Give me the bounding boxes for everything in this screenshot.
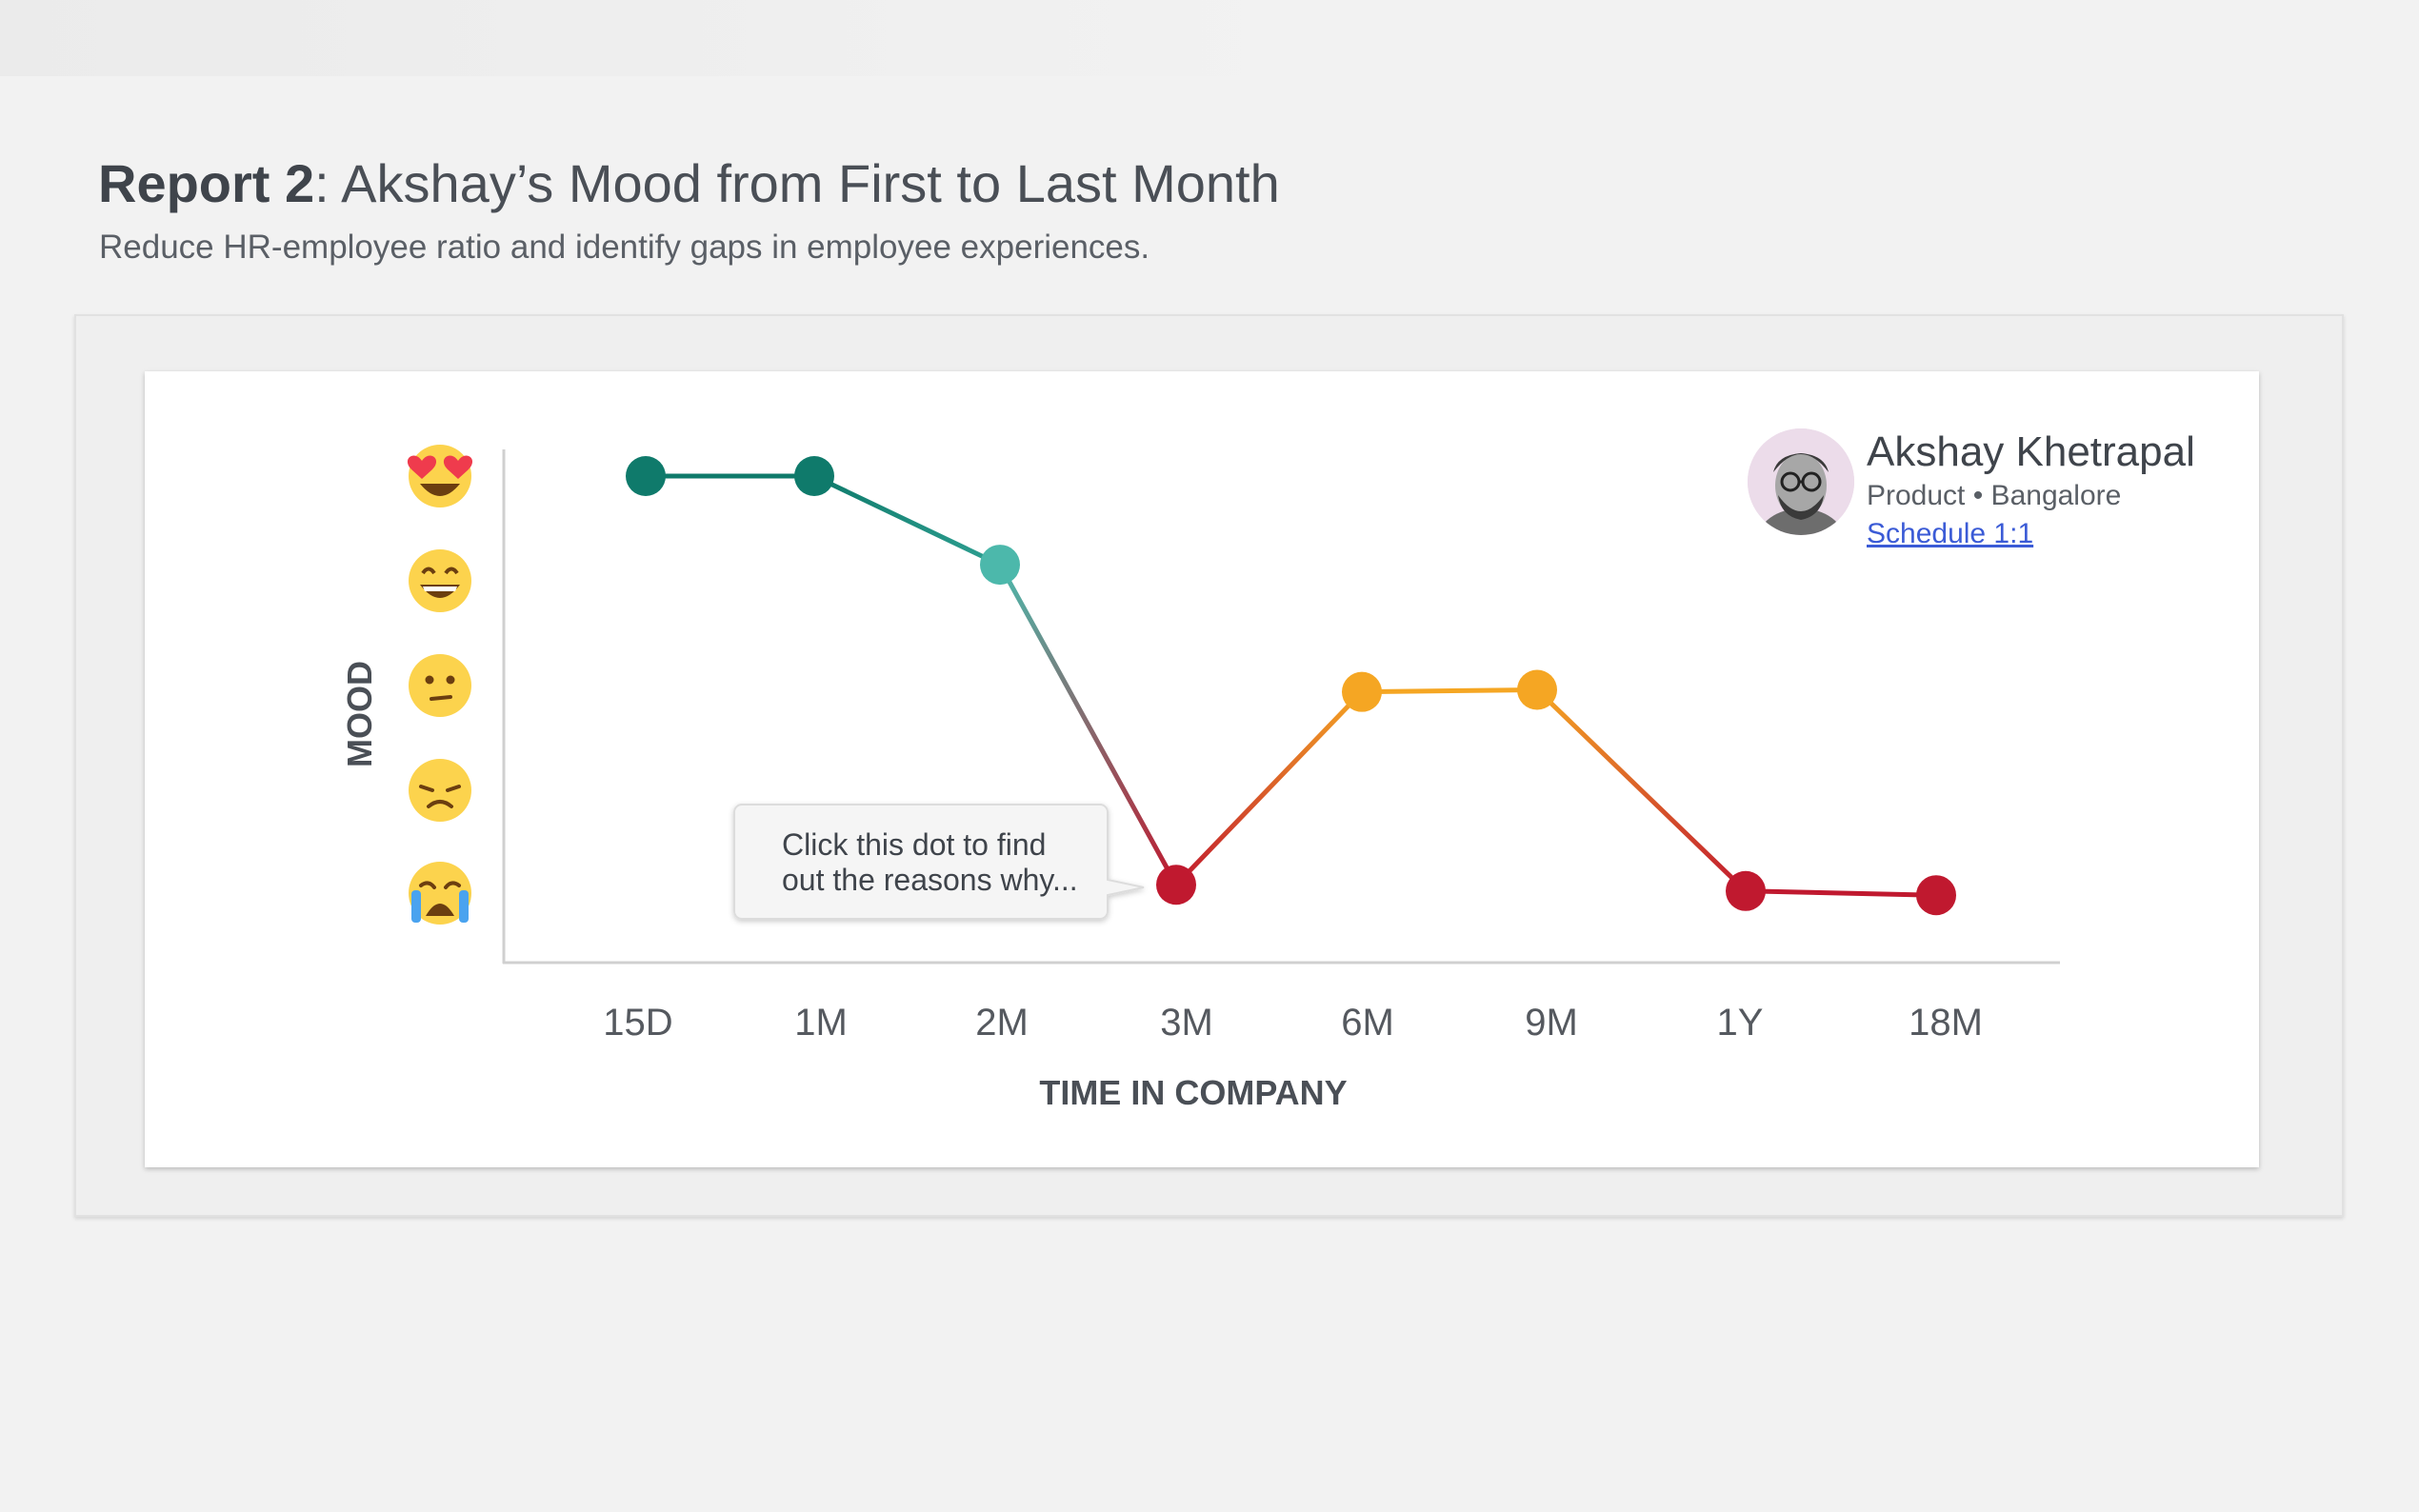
data-point-6m[interactable]: [1342, 671, 1382, 712]
line-segment-2m-3m: [997, 562, 1179, 887]
page-title: Report 2: Akshay’s Mood from First to La…: [98, 152, 1280, 214]
data-point-1m[interactable]: [794, 456, 834, 496]
report-label: Report 2: [98, 153, 315, 213]
line-segment-6m-9m: [1359, 686, 1540, 695]
report-title-text: : Akshay’s Mood from First to Last Month: [314, 153, 1280, 213]
tooltip-text-line2: out the reasons why...: [782, 863, 1078, 897]
line-segment-1m-2m: [811, 473, 1003, 567]
data-point-9m[interactable]: [1517, 669, 1557, 710]
x-tick-label-6m: 6M: [1341, 1002, 1394, 1044]
avatar-photo-icon: [1748, 428, 1854, 535]
data-point-15d[interactable]: [626, 456, 666, 496]
data-point-18m[interactable]: [1916, 875, 1956, 916]
x-tick-label-1y: 1Y: [1717, 1002, 1764, 1044]
employee-meta: Product • Bangalore: [1867, 480, 2122, 511]
heart-eyes-emoji-icon: [407, 445, 473, 507]
page-subtitle: Reduce HR-employee ratio and identify ga…: [99, 229, 1150, 266]
chart-card: [145, 371, 2259, 1167]
y-axis-title: MOOD: [340, 661, 379, 767]
data-point-1y[interactable]: [1726, 870, 1766, 911]
tooltip-text-line1: Click this dot to find: [782, 827, 1046, 862]
avatar: [1748, 428, 1854, 535]
data-point-3m[interactable]: [1156, 865, 1196, 905]
grinning-emoji-icon: [409, 549, 471, 612]
sad-emoji-icon: [409, 759, 471, 822]
line-segment-3m-6m: [1173, 689, 1365, 887]
employee-name: Akshay Khetrapal: [1867, 428, 2195, 475]
neutral-emoji-icon: [409, 654, 471, 717]
x-axis-title: TIME IN COMPANY: [1039, 1073, 1347, 1112]
line-segment-1y-18m: [1743, 888, 1939, 898]
crying-emoji-icon: [409, 862, 471, 925]
tooltip-callout: [733, 804, 1145, 920]
x-tick-label-15d: 15D: [603, 1002, 672, 1044]
x-tick-label-2m: 2M: [975, 1002, 1029, 1044]
x-tick-label-18m: 18M: [1909, 1002, 1983, 1044]
line-segment-9m-1y: [1534, 686, 1749, 894]
schedule-link[interactable]: Schedule 1:1: [1867, 518, 2034, 549]
x-tick-label-1m: 1M: [794, 1002, 848, 1044]
top-bar: [0, 0, 1333, 76]
x-tick-label-9m: 9M: [1525, 1002, 1578, 1044]
x-tick-label-3m: 3M: [1160, 1002, 1213, 1044]
employee-profile: Akshay Khetrapal Product • Bangalore Sch…: [1743, 428, 2314, 562]
data-point-2m[interactable]: [980, 545, 1020, 586]
